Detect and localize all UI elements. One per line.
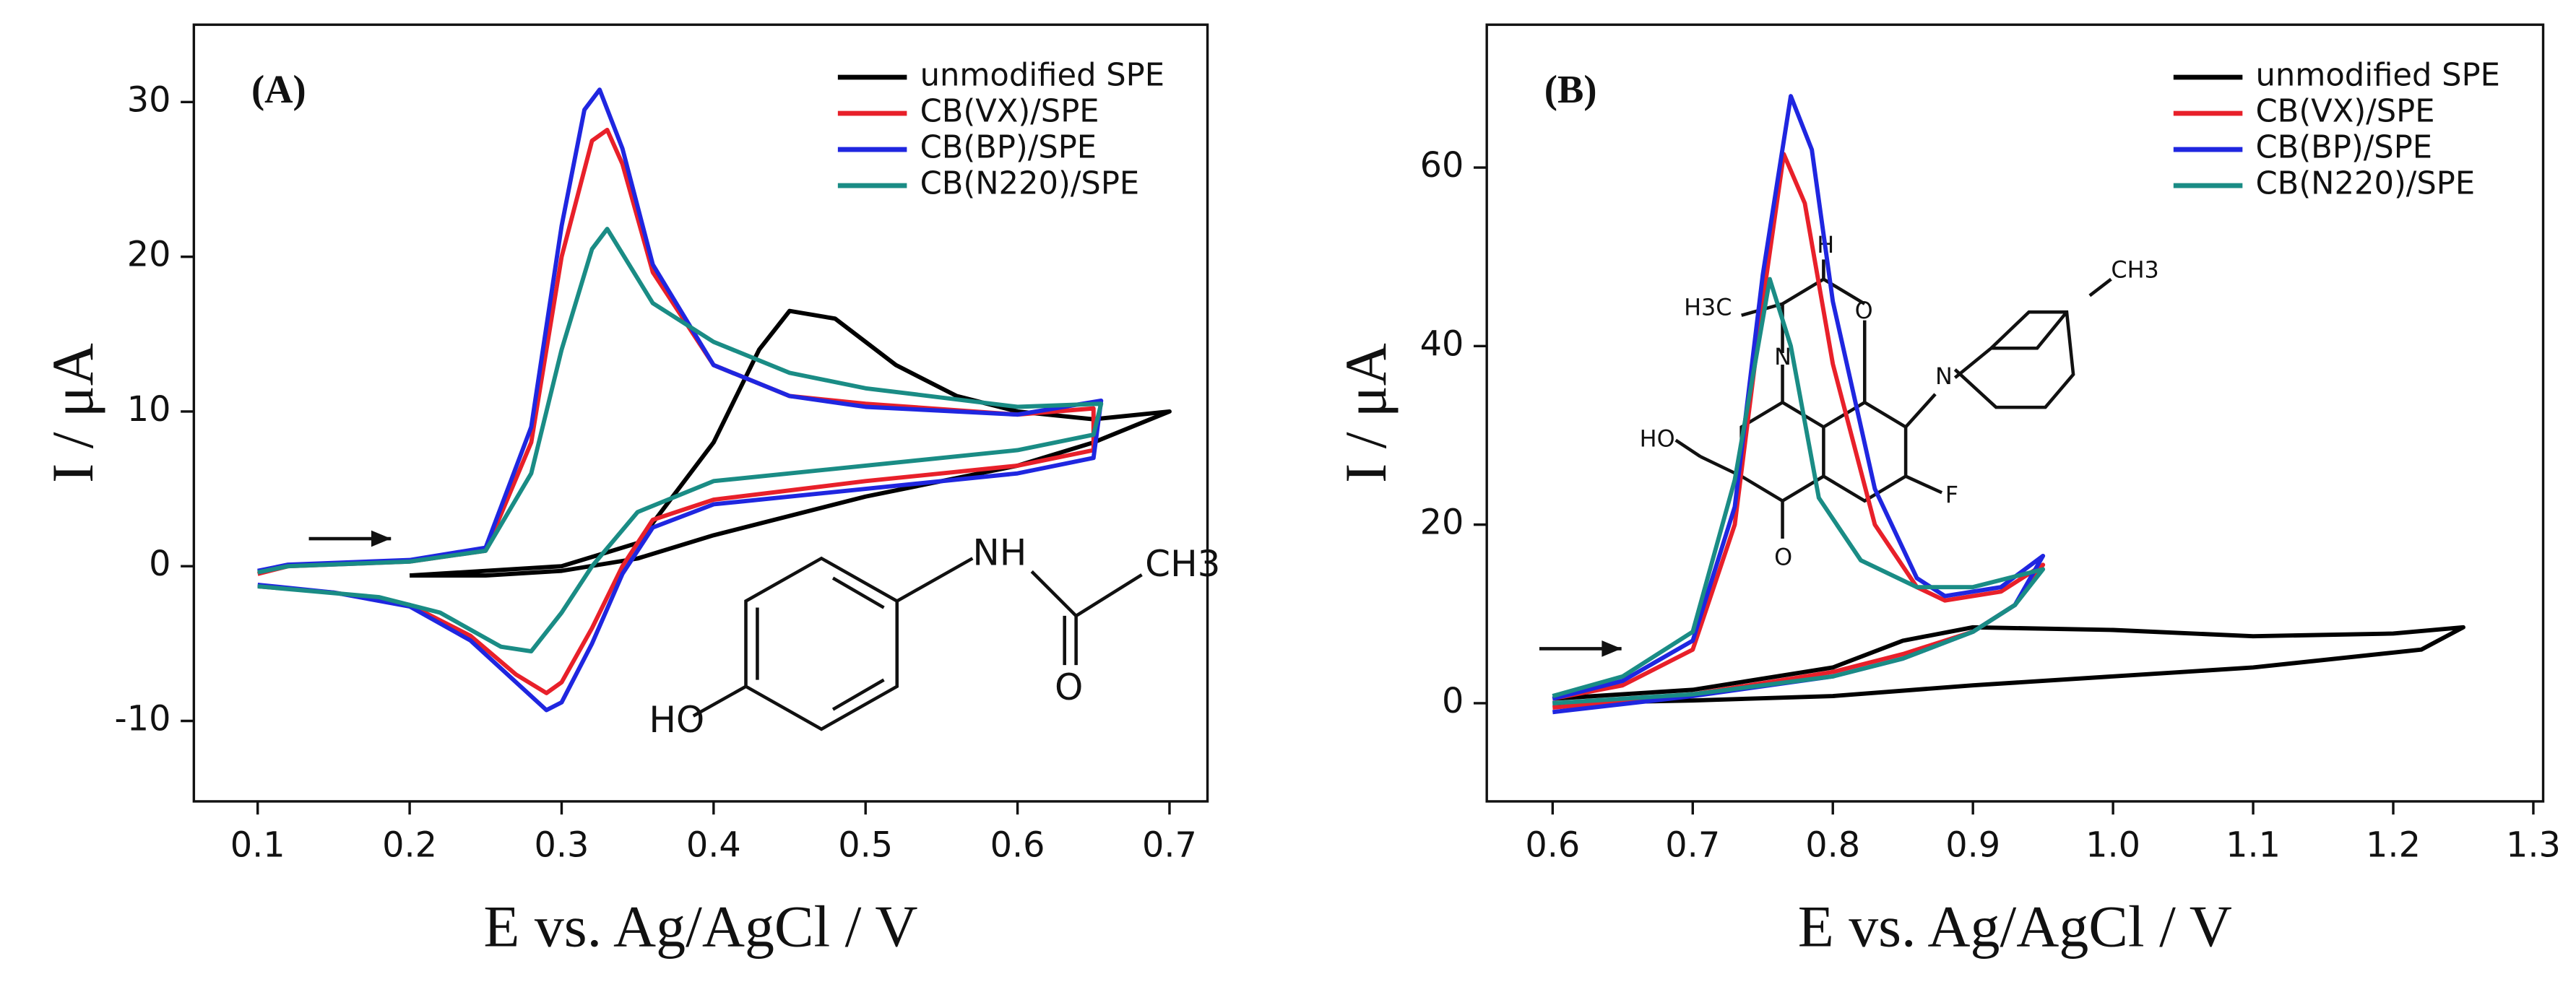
cv-curve (1552, 625, 2465, 705)
legend-label: CB(VX)/SPE (2256, 94, 2435, 130)
atom-label: O (1774, 543, 1792, 570)
atom-label: O (1855, 297, 1873, 324)
y-tick-label: 20 (127, 235, 171, 275)
arrow (1539, 640, 1622, 657)
y-axis-label: I / μA (40, 343, 105, 483)
legend-label: unmodified SPE (920, 57, 1164, 93)
legend-label: unmodified SPE (2256, 57, 2500, 93)
atom-label: CH3 (2111, 256, 2158, 283)
x-tick-label: 1.0 (2086, 826, 2140, 866)
x-tick-label: 0.5 (838, 826, 893, 866)
legend-label: CB(BP)/SPE (2256, 130, 2433, 166)
atom-label: HO (649, 699, 704, 741)
y-axis-label: I / μA (1333, 343, 1399, 483)
y-tick-label: 0 (149, 544, 170, 584)
cv-curve (257, 87, 1104, 713)
y-tick-label: 40 (1420, 324, 1464, 364)
y-tick-label: 60 (1420, 146, 1464, 186)
y-tick-label: 0 (1442, 682, 1464, 721)
atom-label: N (1774, 343, 1791, 370)
y-tick-label: 10 (127, 390, 171, 430)
cv-curve (1552, 277, 2046, 705)
atom-label: CH3 (1145, 543, 1220, 585)
x-tick-label: 0.7 (1665, 826, 1720, 866)
legend-label: CB(VX)/SPE (920, 94, 1099, 130)
y-tick-label: -10 (115, 699, 171, 739)
x-tick-label: 1.1 (2226, 826, 2281, 866)
x-tick-label: 0.7 (1142, 826, 1197, 866)
atom-label: HO (1640, 425, 1675, 453)
legend-label: CB(N220)/SPE (2256, 166, 2476, 202)
arrow (308, 530, 392, 547)
x-tick-label: 0.9 (1945, 826, 2000, 866)
panel-label: (B) (1544, 67, 1597, 111)
legend-label: CB(BP)/SPE (920, 130, 1097, 166)
y-tick-label: 20 (1420, 503, 1464, 543)
atom-label: N (1935, 362, 1953, 390)
x-tick-label: 0.1 (230, 826, 285, 866)
cv-curve (409, 308, 1172, 578)
x-tick-label: 0.6 (990, 826, 1045, 866)
plot-frame (1485, 23, 2545, 803)
x-axis-label: E vs. Ag/AgCl / V (483, 894, 917, 960)
atom-label: O (1055, 666, 1083, 708)
atom-label: H3C (1684, 294, 1732, 321)
x-axis-label: E vs. Ag/AgCl / V (1798, 894, 2232, 960)
x-tick-label: 0.6 (1525, 826, 1580, 866)
levofloxacin-structure: H3C H O N N CH3 HO O F (1640, 231, 2159, 570)
y-tick-label: 30 (127, 80, 171, 120)
x-tick-label: 0.2 (382, 826, 437, 866)
legend-label: CB(N220)/SPE (920, 166, 1140, 202)
x-tick-label: 0.3 (534, 826, 589, 866)
x-tick-label: 0.8 (1805, 826, 1860, 866)
cv-curve (257, 227, 1104, 654)
atom-label: F (1945, 481, 1958, 508)
x-tick-label: 1.3 (2506, 826, 2561, 866)
x-tick-label: 0.4 (686, 826, 741, 866)
plot-frame (192, 23, 1209, 803)
cv-curve (256, 127, 1096, 695)
panel-label: (A) (251, 67, 306, 111)
atom-label: NH (972, 531, 1026, 573)
x-tick-label: 1.2 (2366, 826, 2421, 866)
